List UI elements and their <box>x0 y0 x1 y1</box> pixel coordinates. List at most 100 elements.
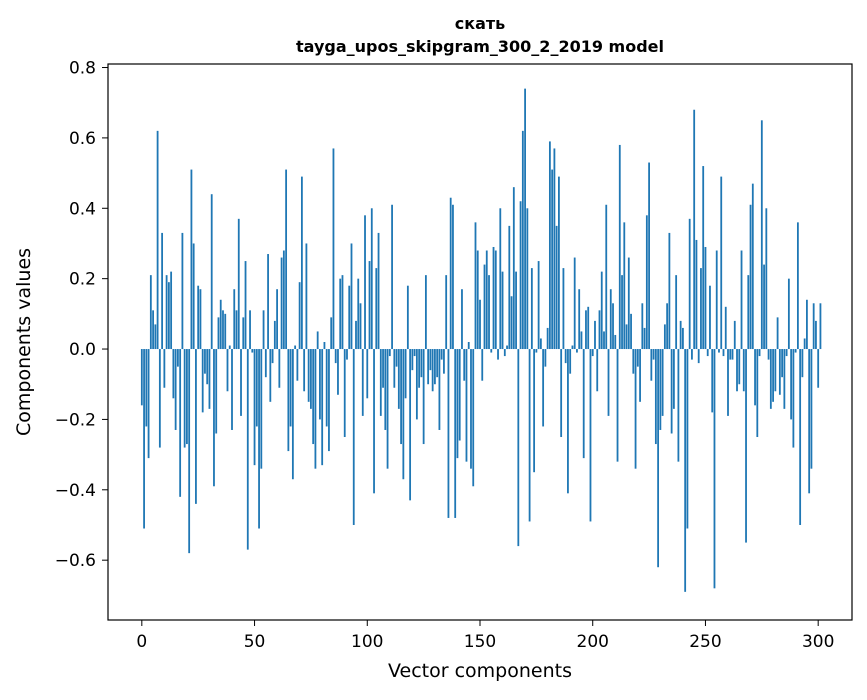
bar <box>291 349 294 480</box>
bar <box>434 349 436 385</box>
bar <box>303 349 306 392</box>
x-axis-ticks: 0 50 100 150 200 250 300 <box>136 620 834 652</box>
bar <box>152 310 154 350</box>
bar <box>787 278 790 350</box>
y-tick-label: 0.2 <box>69 270 96 290</box>
bar <box>670 349 673 434</box>
bar <box>253 349 256 466</box>
bar <box>388 349 391 357</box>
chart-subtitle: tayga_upos_skipgram_300_2_2019 model <box>296 37 664 56</box>
bar <box>323 342 326 350</box>
bar <box>361 349 364 416</box>
y-tick-label: 0.4 <box>69 199 96 219</box>
bar <box>231 349 233 430</box>
bar <box>143 349 145 529</box>
bar <box>391 204 393 350</box>
bar <box>492 246 495 350</box>
bar <box>580 331 583 350</box>
bar <box>630 313 632 350</box>
bar <box>618 144 621 350</box>
bar <box>736 349 738 392</box>
bar <box>438 349 441 430</box>
bar <box>704 246 707 350</box>
bar <box>672 349 675 409</box>
bar <box>402 349 405 480</box>
bar <box>555 225 558 350</box>
bar <box>368 261 371 350</box>
bar <box>760 120 763 350</box>
bar <box>774 349 777 392</box>
bar <box>161 232 164 350</box>
chart-title: скать <box>455 14 506 33</box>
bar <box>594 320 596 350</box>
bar <box>452 204 454 350</box>
bar <box>319 349 321 420</box>
bar <box>172 349 175 399</box>
bar <box>530 268 533 350</box>
bar <box>553 148 556 350</box>
bar <box>697 349 700 364</box>
bar <box>517 349 520 547</box>
bar <box>521 130 524 350</box>
bar <box>548 141 551 350</box>
bar <box>796 222 799 350</box>
bar <box>147 349 150 459</box>
bar <box>546 327 549 350</box>
bar <box>217 317 220 350</box>
bar <box>429 349 432 371</box>
bar <box>576 349 578 353</box>
bar <box>260 349 263 469</box>
bar <box>812 303 815 350</box>
bar <box>226 349 229 392</box>
bar <box>573 257 576 350</box>
bar <box>684 349 687 592</box>
bar <box>201 349 204 413</box>
bar <box>210 194 213 350</box>
bar <box>819 303 822 350</box>
bar <box>312 349 315 445</box>
bar <box>197 285 200 350</box>
bar <box>722 349 725 357</box>
y-axis-ticks: −0.6 −0.4 −0.2 0.0 0.2 0.4 0.6 0.8 <box>55 59 108 571</box>
bar <box>332 148 335 350</box>
x-tick-label: 150 <box>464 632 496 652</box>
bar <box>289 349 292 427</box>
bar <box>449 197 452 350</box>
bar <box>377 232 380 350</box>
x-axis-label: Vector components <box>388 660 572 682</box>
bar <box>176 349 179 367</box>
bar <box>623 222 626 350</box>
bar <box>204 349 206 374</box>
bar <box>686 349 689 529</box>
bar <box>688 218 691 350</box>
y-tick-label: −0.6 <box>55 551 96 571</box>
bar <box>700 268 702 350</box>
bar <box>758 349 761 357</box>
bar <box>483 264 486 350</box>
bar <box>731 349 734 360</box>
bar <box>379 349 382 416</box>
bar <box>494 250 497 350</box>
bar <box>233 289 236 350</box>
bar <box>625 324 628 350</box>
bar <box>528 349 531 522</box>
bar <box>174 349 177 430</box>
bar <box>188 349 191 554</box>
bar <box>222 310 224 350</box>
bar <box>485 250 488 350</box>
bar <box>612 303 614 350</box>
bar <box>682 327 684 350</box>
bar <box>702 166 705 350</box>
bar <box>424 275 427 350</box>
bar <box>634 349 637 469</box>
bar <box>190 169 193 350</box>
y-axis-label: Components values <box>13 248 35 436</box>
bar <box>199 289 202 350</box>
bar <box>632 349 635 374</box>
x-tick-label: 100 <box>351 632 383 652</box>
plot-frame <box>107 63 853 621</box>
bar <box>395 349 398 367</box>
bar <box>537 261 540 350</box>
